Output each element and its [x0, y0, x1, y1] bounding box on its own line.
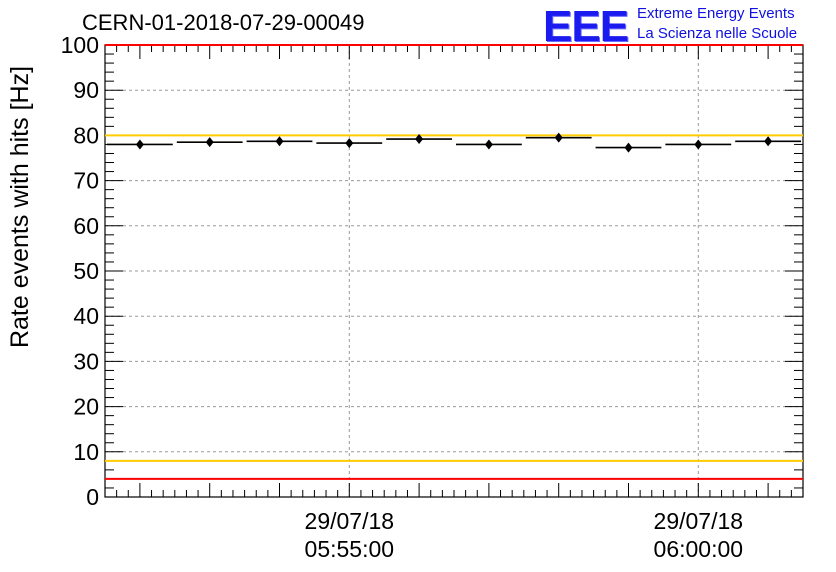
eee-logo: EEE — [543, 2, 629, 51]
y-tick-label: 60 — [73, 213, 99, 239]
y-tick-label: 100 — [61, 32, 99, 58]
y-tick-label: 20 — [73, 394, 99, 420]
y-tick-label: 70 — [73, 168, 99, 194]
data-point — [345, 138, 354, 149]
data-point — [484, 139, 493, 150]
data-point — [624, 142, 633, 153]
logo-line-1: Extreme Energy Events — [637, 5, 795, 22]
x-tick-time: 05:55:00 — [305, 536, 395, 562]
data-point — [554, 132, 563, 143]
logo-line-2: La Scienza nelle Scuole — [637, 25, 798, 42]
data-point — [275, 136, 284, 147]
y-tick-label: 90 — [73, 77, 99, 103]
data-point — [764, 136, 773, 147]
data-point — [205, 137, 214, 148]
data-point — [135, 139, 144, 150]
x-tick-date: 29/07/18 — [305, 508, 395, 534]
data-point — [694, 139, 703, 150]
y-tick-label: 50 — [73, 258, 99, 284]
x-tick-date: 29/07/18 — [654, 508, 744, 534]
y-tick-label: 10 — [73, 439, 99, 465]
y-tick-label: 30 — [73, 348, 99, 374]
y-tick-label: 0 — [86, 484, 99, 510]
x-tick-time: 06:00:00 — [654, 536, 744, 562]
chart-title: CERN-01-2018-07-29-00049 — [82, 10, 365, 35]
data-point — [415, 134, 424, 145]
y-axis-label: Rate events with hits [Hz] — [6, 66, 34, 348]
y-tick-label: 80 — [73, 122, 99, 148]
y-tick-label: 40 — [73, 303, 99, 329]
